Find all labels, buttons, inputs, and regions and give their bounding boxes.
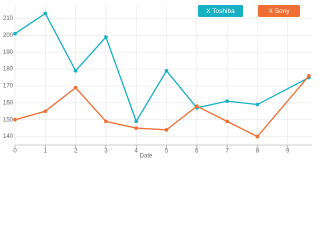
data-point <box>225 119 229 124</box>
x-tick-label: 6 <box>195 149 199 155</box>
series-line <box>14 75 310 138</box>
x-tick-label: 2 <box>74 149 78 155</box>
y-tick-label: 170 <box>3 84 14 90</box>
x-tick-label: 8 <box>256 149 260 155</box>
y-tick-label: 190 <box>3 50 14 56</box>
x-tick-label: 3 <box>104 149 108 155</box>
data-point <box>164 68 169 73</box>
data-point <box>13 31 17 36</box>
x-tick-label: 1 <box>44 149 48 155</box>
y-tick-label: 200 <box>3 33 14 39</box>
legend-item[interactable]: X Toshiba <box>198 5 243 17</box>
data-point <box>134 119 139 124</box>
data-point <box>73 68 78 73</box>
x-tick-label: 9 <box>286 149 290 155</box>
data-point <box>43 11 48 16</box>
x-tick-label: 0 <box>13 149 17 155</box>
series-line <box>14 12 310 123</box>
y-tick-label: 150 <box>3 117 14 123</box>
legend-label: X Toshiba <box>206 8 235 15</box>
y-tick-label: 180 <box>3 67 14 73</box>
data-point <box>134 126 139 130</box>
data-point <box>104 119 108 124</box>
legend-button <box>258 5 300 17</box>
x-axis-label: Date <box>140 154 153 160</box>
y-tick-label: 160 <box>3 100 14 106</box>
legend-item[interactable]: X Sony <box>258 5 300 17</box>
data-point <box>195 104 199 109</box>
x-tick-label: 5 <box>165 149 169 155</box>
chart: Date 140 150 160 170 180 190 200 210 0 1 2 3 4 5 6 7 8 9 X… <box>3 5 312 160</box>
data-point <box>225 99 229 103</box>
data-point <box>307 74 311 78</box>
legend-label: X Sony <box>269 8 291 15</box>
x-tick-label: 4 <box>135 149 139 155</box>
data-point <box>13 117 17 122</box>
data-point <box>43 109 48 114</box>
data-point <box>255 102 260 107</box>
data-point <box>73 85 78 90</box>
legend-button <box>198 5 243 17</box>
data-point <box>255 134 260 139</box>
data-point <box>164 128 169 132</box>
y-tick-label: 140 <box>3 134 14 140</box>
data-point <box>104 35 108 39</box>
y-tick-label: 210 <box>3 16 14 22</box>
x-tick-label: 7 <box>225 149 229 155</box>
